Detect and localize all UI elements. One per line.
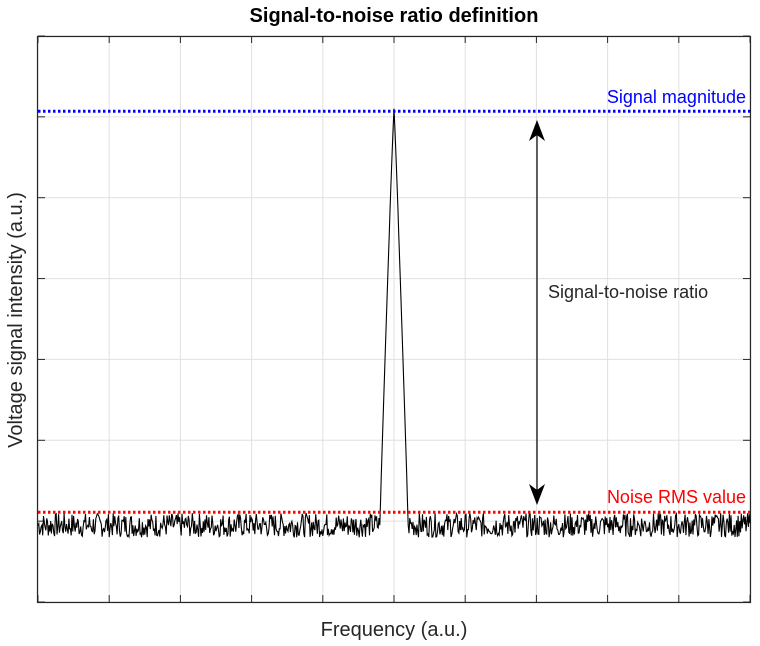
arrow-up-icon (529, 120, 545, 141)
snr-label: Signal-to-noise ratio (548, 282, 708, 302)
noise-rms-label: Noise RMS value (607, 487, 746, 507)
chart-title: Signal-to-noise ratio definition (250, 5, 539, 27)
grid-lines (37, 35, 751, 603)
axis-ticks (37, 35, 751, 603)
spectrum-line (37, 108, 751, 539)
arrow-down-icon (529, 484, 545, 505)
x-axis-label: Frequency (a.u.) (321, 619, 468, 641)
signal-magnitude-label: Signal magnitude (607, 87, 746, 107)
y-axis-label: Voltage signal intensity (a.u.) (5, 192, 27, 448)
snr-double-arrow (529, 120, 545, 505)
